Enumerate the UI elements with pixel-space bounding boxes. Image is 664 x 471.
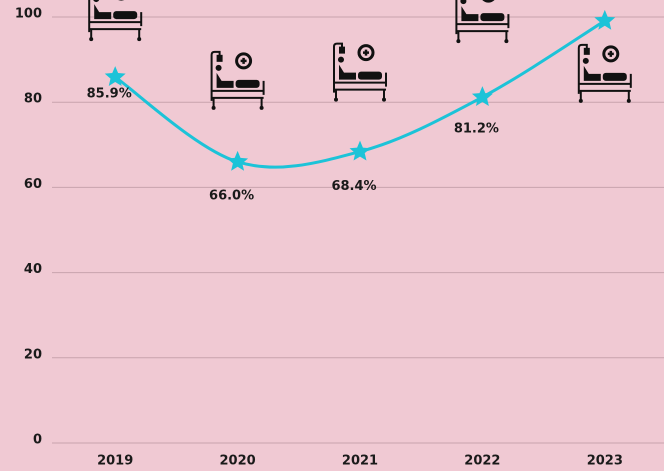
data-label: 81.2% xyxy=(454,122,499,137)
x-tick-label: 2020 xyxy=(220,454,256,469)
body xyxy=(94,4,112,20)
cross xyxy=(240,57,247,64)
frame xyxy=(578,73,632,100)
iv-bag xyxy=(216,54,223,62)
bed-icon xyxy=(455,0,510,44)
data-label: 68.4% xyxy=(331,179,376,194)
cross xyxy=(363,49,369,56)
head xyxy=(338,56,344,63)
bed-icon xyxy=(210,50,265,110)
iv-bag xyxy=(339,46,345,54)
wheel xyxy=(578,98,583,103)
bed-icon xyxy=(577,43,632,103)
head xyxy=(93,0,100,3)
cross-circle xyxy=(602,45,620,63)
body xyxy=(583,65,601,81)
frame xyxy=(89,12,143,39)
x-tick-label: 2019 xyxy=(97,454,133,469)
star-marker xyxy=(349,140,371,161)
star-marker xyxy=(104,66,126,86)
wheel xyxy=(211,105,216,110)
y-tick-label: 80 xyxy=(24,92,42,107)
data-label: 85.9% xyxy=(87,87,132,102)
x-tick-label: 2023 xyxy=(587,454,623,469)
cross-circle xyxy=(357,44,375,62)
head xyxy=(460,0,467,5)
body xyxy=(461,6,479,22)
wheel xyxy=(137,37,142,42)
x-tick-label: 2021 xyxy=(342,454,378,469)
x-tick-label: 2022 xyxy=(464,454,500,469)
frame xyxy=(334,72,387,99)
wheel xyxy=(259,105,264,110)
wheel xyxy=(504,39,509,44)
body xyxy=(216,72,234,88)
y-tick-label: 40 xyxy=(24,262,42,277)
iv-pole xyxy=(577,43,588,94)
pillow xyxy=(480,13,505,22)
body xyxy=(339,64,356,80)
cross-circle xyxy=(235,52,253,70)
bed-icon xyxy=(88,0,143,42)
wheel xyxy=(89,37,94,42)
frame xyxy=(211,80,265,107)
y-tick-label: 60 xyxy=(24,177,42,192)
pillow xyxy=(235,79,260,88)
star-marker xyxy=(227,150,249,171)
iv-pole xyxy=(210,50,221,101)
wheel xyxy=(456,39,461,44)
pillow xyxy=(602,72,627,81)
pillow xyxy=(358,71,382,80)
data-label: 66.0% xyxy=(209,188,254,203)
iv-pole xyxy=(333,42,343,93)
cross-circle xyxy=(482,0,495,3)
y-tick-label: 0 xyxy=(33,433,42,448)
y-tick-label: 20 xyxy=(24,347,42,362)
head xyxy=(582,57,589,64)
frame xyxy=(456,14,510,41)
bed-icon xyxy=(333,42,387,102)
wheel xyxy=(382,97,386,102)
iv-bag xyxy=(583,47,590,55)
pillow xyxy=(113,11,138,20)
head xyxy=(215,64,222,71)
wheel xyxy=(626,98,631,103)
cross xyxy=(607,50,614,57)
star-marker xyxy=(471,86,493,106)
wheel xyxy=(334,97,338,102)
y-tick-label: 100 xyxy=(15,7,42,22)
star-marker xyxy=(594,9,616,30)
